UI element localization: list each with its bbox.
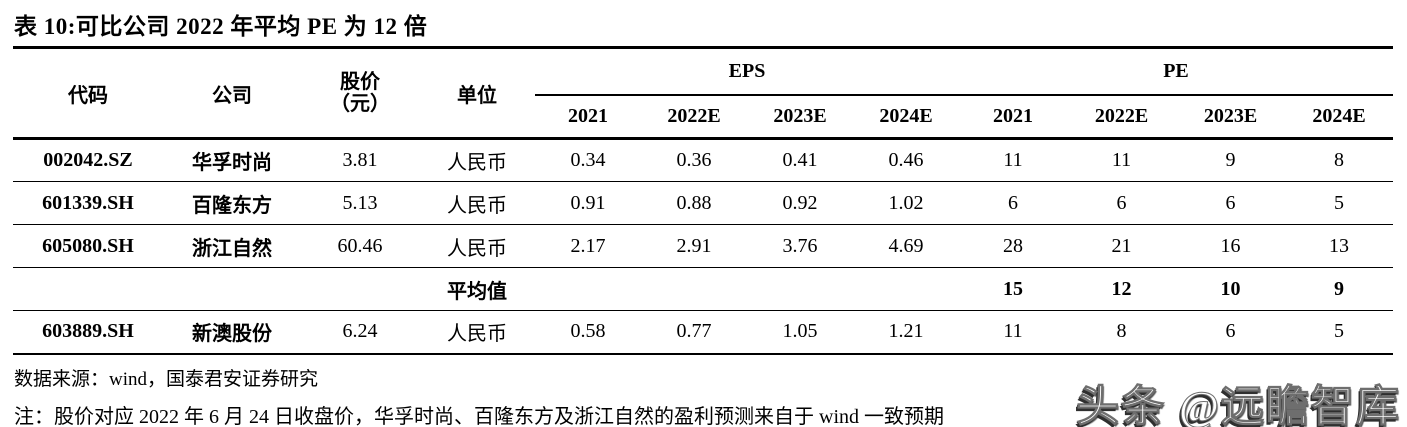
data-source-note: 数据来源：wind，国泰君安证券研究 — [14, 368, 319, 390]
cell-code-empty — [13, 268, 163, 311]
cell-pe-2022e: 21 — [1111, 234, 1132, 257]
cell-pe-2023e: 6 — [1225, 191, 1236, 214]
table-title: 表 10:可比公司 2022 年平均 PE 为 12 倍 — [14, 14, 428, 39]
cell-eps-2021: 0.34 — [570, 149, 606, 171]
table-row: 605080.SH 浙江自然 60.46 人民币 2.17 2.91 3.76 … — [13, 225, 1393, 268]
cell-unit: 人民币 — [447, 194, 507, 217]
header-pe-2023e: 2023E — [1176, 94, 1285, 140]
cell-eps-2023e: 3.76 — [782, 234, 818, 257]
cell-eps-2022e: 0.88 — [676, 191, 712, 214]
header-eps-2023e: 2023E — [747, 94, 853, 140]
cell-pe-2023e: 6 — [1225, 320, 1236, 343]
cell-code: 002042.SZ — [43, 149, 133, 171]
header-group-pe: PE — [959, 47, 1393, 96]
cell-eps-2021: 2.17 — [570, 234, 606, 257]
average-row: 平均值 15 12 10 9 — [13, 268, 1393, 311]
cell-pe-2023e: 9 — [1225, 149, 1236, 171]
cell-company: 新澳股份 — [192, 323, 272, 346]
cell-eps-2023e: 0.41 — [782, 149, 818, 171]
cell-eps-empty — [747, 268, 853, 311]
cell-eps-empty — [641, 268, 747, 311]
cell-eps-2021: 0.58 — [570, 320, 606, 343]
header-pe-2021: 2021 — [959, 94, 1067, 140]
cell-code: 601339.SH — [42, 191, 134, 214]
cell-pe-2021: 28 — [1003, 234, 1023, 257]
cell-pe-2021: 11 — [1003, 149, 1023, 171]
header-code: 代码 — [13, 47, 163, 140]
cell-eps-empty — [853, 268, 959, 311]
cell-pe-2024e: 5 — [1334, 320, 1344, 343]
average-pe-2023e: 10 — [1220, 277, 1241, 300]
header-group-eps: EPS — [535, 47, 959, 96]
cell-price: 3.81 — [342, 149, 378, 171]
cell-pe-2023e: 16 — [1220, 234, 1241, 257]
table-row: 601339.SH 百隆东方 5.13 人民币 0.91 0.88 0.92 1… — [13, 182, 1393, 225]
cell-eps-2024e: 1.02 — [888, 191, 924, 214]
header-price-line1: 股价 — [340, 71, 380, 93]
footnote: 注：股价对应 2022 年 6 月 24 日收盘价，华孚时尚、百隆东方及浙江自然… — [14, 405, 944, 427]
cell-eps-empty — [535, 268, 641, 311]
average-pe-2021: 15 — [1003, 277, 1023, 300]
table-row: 002042.SZ 华孚时尚 3.81 人民币 0.34 0.36 0.41 0… — [13, 139, 1393, 182]
header-eps-2021: 2021 — [535, 94, 641, 140]
cell-pe-2022e: 6 — [1116, 191, 1127, 214]
cell-eps-2023e: 1.05 — [782, 320, 818, 343]
report-page: 表 10:可比公司 2022 年平均 PE 为 12 倍 代码 公司 股价 （元… — [0, 7, 1407, 427]
average-pe-2024e: 9 — [1334, 277, 1344, 300]
cell-eps-2022e: 2.91 — [676, 234, 712, 257]
cell-price: 60.46 — [337, 234, 383, 257]
header-eps-2022e: 2022E — [641, 94, 747, 140]
average-label: 平均值 — [447, 280, 507, 303]
cell-price-empty — [301, 268, 419, 311]
cell-company: 百隆东方 — [192, 194, 272, 217]
cell-unit: 人民币 — [447, 152, 507, 174]
cell-company-empty — [163, 268, 301, 311]
table-row: 603889.SH 新澳股份 6.24 人民币 0.58 0.77 1.05 1… — [13, 311, 1393, 354]
cell-company: 浙江自然 — [192, 237, 272, 260]
cell-eps-2021: 0.91 — [570, 191, 606, 214]
cell-code: 605080.SH — [42, 234, 134, 257]
cell-pe-2024e: 5 — [1334, 191, 1344, 214]
cell-eps-2022e: 0.77 — [676, 320, 712, 343]
cell-eps-2023e: 0.92 — [782, 191, 818, 214]
cell-pe-2021: 11 — [1003, 320, 1023, 343]
average-pe-2022e: 12 — [1111, 277, 1132, 300]
cell-pe-2022e: 8 — [1116, 320, 1127, 343]
cell-unit: 人民币 — [447, 323, 507, 346]
cell-eps-2022e: 0.36 — [676, 149, 712, 171]
header-company: 公司 — [163, 47, 301, 140]
toutiao-watermark: 头条 @远瞻智库 — [1076, 384, 1401, 427]
cell-pe-2024e: 13 — [1329, 234, 1349, 257]
cell-unit: 人民币 — [447, 237, 507, 260]
cell-pe-2021: 6 — [1008, 191, 1018, 214]
header-price-line2: （元） — [330, 93, 390, 115]
header-price: 股价 （元） — [301, 47, 419, 140]
header-pe-2024e: 2024E — [1285, 94, 1393, 140]
comparable-companies-table: 代码 公司 股价 （元） 单位 EPS PE 2021 2022E 2023E … — [13, 46, 1393, 355]
cell-price: 6.24 — [342, 320, 378, 343]
header-pe-2022e: 2022E — [1067, 94, 1176, 140]
cell-price: 5.13 — [342, 191, 378, 214]
cell-eps-2024e: 4.69 — [888, 234, 924, 257]
cell-company: 华孚时尚 — [192, 152, 272, 174]
header-unit: 单位 — [419, 47, 535, 140]
cell-pe-2024e: 8 — [1334, 149, 1344, 171]
cell-eps-2024e: 1.21 — [888, 320, 924, 343]
cell-eps-2024e: 0.46 — [888, 149, 924, 171]
cell-pe-2022e: 11 — [1111, 149, 1132, 171]
header-eps-2024e: 2024E — [853, 94, 959, 140]
cell-code: 603889.SH — [42, 320, 134, 343]
